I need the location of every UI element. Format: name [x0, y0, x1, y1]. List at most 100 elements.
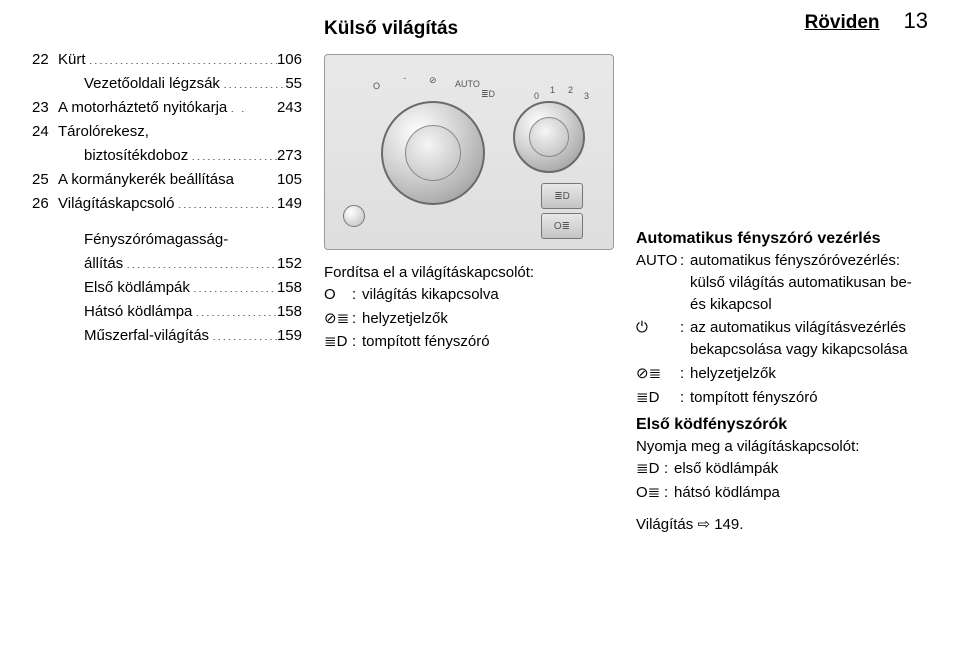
toc-dots: ........................................…: [86, 49, 277, 64]
toc-num: 25: [32, 168, 58, 192]
toc-dots: ........................................…: [188, 145, 277, 160]
def-symbol: O≣: [636, 482, 664, 504]
def-colon: :: [680, 387, 690, 409]
def-symbol: ⏻: [636, 317, 680, 361]
toc-num: 26: [32, 192, 58, 216]
toc-page: 149: [277, 192, 302, 216]
toc-dots: ........................................…: [123, 253, 277, 268]
toc-label: Műszerfal-világítás: [84, 324, 209, 348]
toc-line: állítás.................................…: [58, 252, 302, 276]
toc-line: Műszerfal-világítás.....................…: [58, 324, 302, 348]
tick-1: 1: [550, 85, 555, 95]
column-middle: Külső világítás ≣D O≣ O ᐨ ⊘ AUTO ≣D 0 1 …: [324, 12, 614, 535]
toc-dots: ........................................…: [192, 301, 277, 316]
def-text: tompított fényszóró: [690, 387, 928, 409]
tick-power: ⊘: [429, 75, 437, 86]
def-text: első ködlámpák: [674, 458, 928, 480]
def-symbol: ⊘≣: [636, 363, 680, 385]
def-colon: :: [664, 482, 674, 504]
toc-label: A kormánykerék beállítása: [58, 168, 234, 192]
tick-3: 3: [584, 91, 589, 101]
def-colon: :: [664, 458, 674, 480]
toc-label: Hátsó ködlámpa: [84, 300, 192, 324]
def-text: világítás kikapcsolva: [362, 284, 614, 306]
toc-list-secondary: Fényszórómagasság-állítás...............…: [32, 228, 302, 348]
paragraph-instruction: Fordítsa el a világításkapcsolót:: [324, 262, 614, 284]
heading-exterior-lighting: Külső világítás: [324, 18, 614, 40]
tick-O: O: [373, 81, 380, 91]
definition-list-auto: AUTO:automatikus fényszóróvezérlés: küls…: [636, 250, 928, 408]
tick-0: 0: [534, 91, 539, 101]
toc-label: A motorháztető nyitókarja: [58, 96, 227, 120]
figure-light-switch: ≣D O≣ O ᐨ ⊘ AUTO ≣D 0 1 2 3: [324, 54, 614, 250]
page-number: 13: [904, 8, 928, 34]
toc-line: 26Világításkapcsoló.....................…: [32, 192, 302, 216]
toc-page: 243: [277, 96, 302, 120]
heading-auto-headlamp: Automatikus fényszóró vezérlés: [636, 230, 928, 248]
cross-ref-label: Világítás: [636, 516, 693, 533]
definition-list-switch: O:világítás kikapcsolva⊘≣:helyzetjelzők≣…: [324, 284, 614, 353]
toc-line: 24Tárolórekesz,: [32, 120, 302, 144]
def-symbol: O: [324, 284, 352, 306]
toc-num: 22: [32, 48, 58, 72]
toc-label: Vezetőoldali légzsák: [84, 72, 220, 96]
def-symbol: AUTO: [636, 250, 680, 315]
section-title: Röviden: [805, 12, 880, 34]
toc-page: 158: [277, 276, 302, 300]
dial-main: [381, 101, 485, 205]
toc-dots: ........................................…: [220, 73, 285, 88]
toc-line: 23A motorháztető nyitókarja . . 243: [32, 96, 302, 120]
def-colon: :: [680, 363, 690, 385]
toc-label: Kürt: [58, 48, 86, 72]
toc-line: Fényszórómagasság-: [58, 228, 302, 252]
toc-num: 23: [32, 96, 58, 120]
column-right: Automatikus fényszóró vezérlés AUTO:auto…: [636, 12, 928, 535]
toc-label: Világításkapcsoló: [58, 192, 174, 216]
heading-front-fog: Első ködfényszórók: [636, 416, 928, 434]
def-text: tompított fényszóró: [362, 331, 614, 353]
page-body: 22Kürt..................................…: [0, 0, 960, 547]
def-colon: :: [352, 284, 362, 306]
toc-page: 158: [277, 300, 302, 324]
toc-dots: ........................................…: [190, 277, 277, 292]
toc-label: Fényszórómagasság-: [84, 228, 228, 252]
toc-dots: ........................................…: [174, 193, 277, 208]
toc-num: 24: [32, 120, 58, 144]
tick-park: ᐨ: [403, 75, 407, 86]
toc-list: 22Kürt..................................…: [32, 48, 302, 216]
cross-ref: Világítás ⇨ 149.: [636, 514, 928, 536]
def-text: az automatikus világítás­vezérlés bekapc…: [690, 317, 928, 361]
tick-auto: AUTO: [455, 79, 480, 89]
toc-line: Első ködlámpák..........................…: [58, 276, 302, 300]
dial-leveling: [513, 101, 585, 173]
def-text: hátsó ködlámpa: [674, 482, 928, 504]
toc-page: 105: [277, 168, 302, 192]
column-left: 22Kürt..................................…: [32, 12, 302, 535]
def-colon: :: [352, 308, 362, 330]
def-text: helyzetjelzők: [690, 363, 928, 385]
tick-low: ≣D: [481, 89, 495, 100]
definition-list-fog: ≣D:első ködlámpák O≣:hátsó ködlámpa: [636, 458, 928, 504]
def-colon: :: [680, 250, 690, 315]
toc-label: Tárolórekesz,: [58, 120, 149, 144]
knob-dimmer: [343, 205, 365, 227]
toc-label: biztosítékdoboz: [84, 144, 188, 168]
button-rear-fog: O≣: [541, 213, 583, 239]
button-front-fog: ≣D: [541, 183, 583, 209]
toc-page: 273: [277, 144, 302, 168]
toc-line: 25A kormánykerék beállítása 105: [32, 168, 302, 192]
def-symbol: ≣D: [636, 458, 664, 480]
toc-page: 152: [277, 252, 302, 276]
toc-page: 55: [285, 72, 302, 96]
tick-2: 2: [568, 85, 573, 95]
def-symbol: ⊘≣: [324, 308, 352, 330]
toc-line: Hátsó ködlámpa..........................…: [58, 300, 302, 324]
arrow-icon: ⇨: [697, 516, 710, 533]
toc-label: Első ködlámpák: [84, 276, 190, 300]
toc-line: Vezetőoldali légzsák....................…: [32, 72, 302, 96]
cross-ref-page: 149.: [714, 516, 743, 533]
def-colon: :: [352, 331, 362, 353]
def-symbol: ≣D: [324, 331, 352, 353]
paragraph-press-switch: Nyomja meg a világításkapcsolót:: [636, 436, 928, 458]
toc-page: 159: [277, 324, 302, 348]
